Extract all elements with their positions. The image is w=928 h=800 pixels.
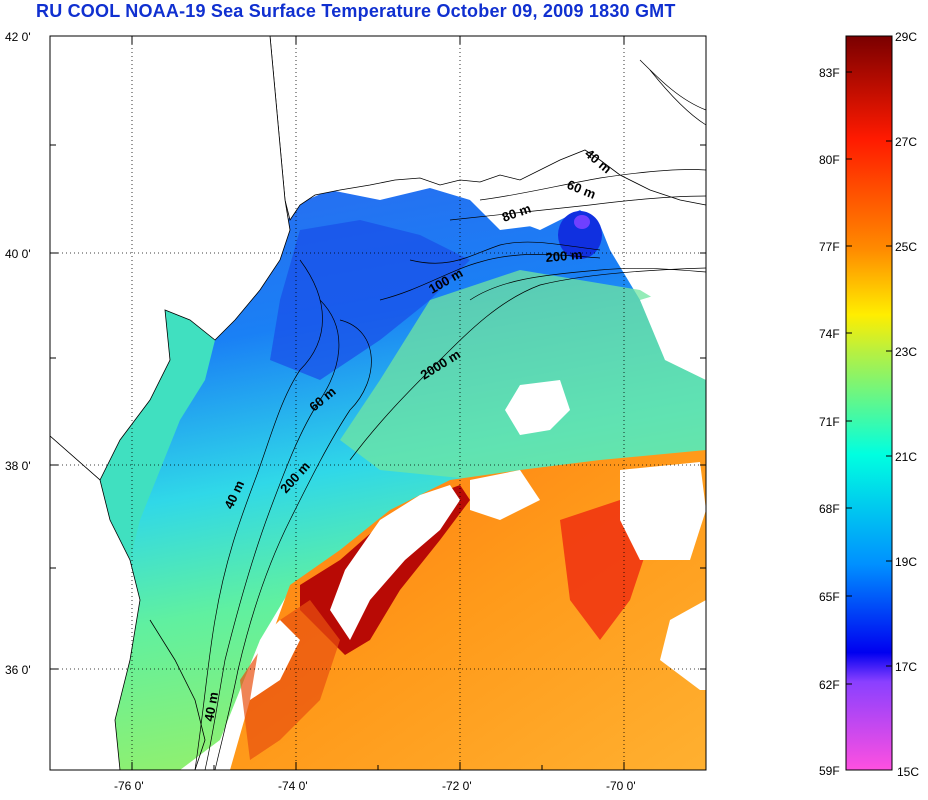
colorbar-ticks <box>846 35 892 685</box>
longitude-labels: -76 0' -74 0' -72 0' -70 0' <box>114 779 636 793</box>
fahrenheit-label: 65F <box>819 590 840 604</box>
axis-ticks <box>50 35 706 770</box>
lon-label: -72 0' <box>442 779 472 793</box>
fahrenheit-label: 77F <box>819 240 840 254</box>
lat-label: 42 0' <box>5 30 31 44</box>
outer-banks <box>149 619 206 771</box>
fahrenheit-label: 83F <box>819 66 840 80</box>
celsius-label: 19C <box>895 555 917 569</box>
fahrenheit-label: 71F <box>819 415 840 429</box>
lon-label: -76 0' <box>114 779 144 793</box>
celsius-label: 21C <box>895 450 917 464</box>
land-northeast <box>269 35 707 221</box>
gulf-stream-south-warm <box>240 600 340 760</box>
fahrenheit-label: 80F <box>819 153 840 167</box>
cold-patch-purple <box>574 215 590 229</box>
lon-label: -74 0' <box>278 779 308 793</box>
lon-label: -70 0' <box>606 779 636 793</box>
map-title: RU COOL NOAA-19 Sea Surface Temperature … <box>36 1 676 21</box>
isobath-label: 40 m <box>201 691 221 723</box>
fahrenheit-label: 62F <box>819 678 840 692</box>
colorbar: 83F 80F 77F 74F 71F 68F 65F 62F 59F 29C … <box>819 30 919 779</box>
land-midatlantic <box>49 35 291 481</box>
celsius-label: 15C <box>897 765 919 779</box>
celsius-label: 23C <box>895 345 917 359</box>
chesapeake-water <box>100 310 215 560</box>
lat-label: 40 0' <box>5 247 31 261</box>
coastline <box>49 35 707 771</box>
isobaths <box>194 59 707 771</box>
slope-water <box>340 270 706 480</box>
isobath-label: 60 m <box>565 177 598 202</box>
fahrenheit-label: 68F <box>819 502 840 516</box>
cold-shelf-band <box>270 220 470 380</box>
isobath-label: 200 m <box>545 247 583 265</box>
fahrenheit-label: 74F <box>819 327 840 341</box>
lat-label: 38 0' <box>5 459 31 473</box>
celsius-label: 17C <box>895 660 917 674</box>
colorbar-gradient <box>845 35 893 771</box>
celsius-label: 25C <box>895 240 917 254</box>
graticule <box>50 36 706 770</box>
lat-label: 36 0' <box>5 663 31 677</box>
colorbar-fahrenheit-labels: 83F 80F 77F 74F 71F 68F 65F 62F 59F <box>819 66 840 778</box>
colorbar-celsius-labels: 29C 27C 25C 23C 21C 19C 17C 15C <box>895 30 919 779</box>
celsius-label: 27C <box>895 135 917 149</box>
latitude-labels: 42 0' 40 0' 38 0' 36 0' <box>5 30 31 677</box>
cold-patch-ne <box>558 211 602 259</box>
celsius-label: 29C <box>895 30 917 44</box>
fahrenheit-label: 59F <box>819 764 840 778</box>
